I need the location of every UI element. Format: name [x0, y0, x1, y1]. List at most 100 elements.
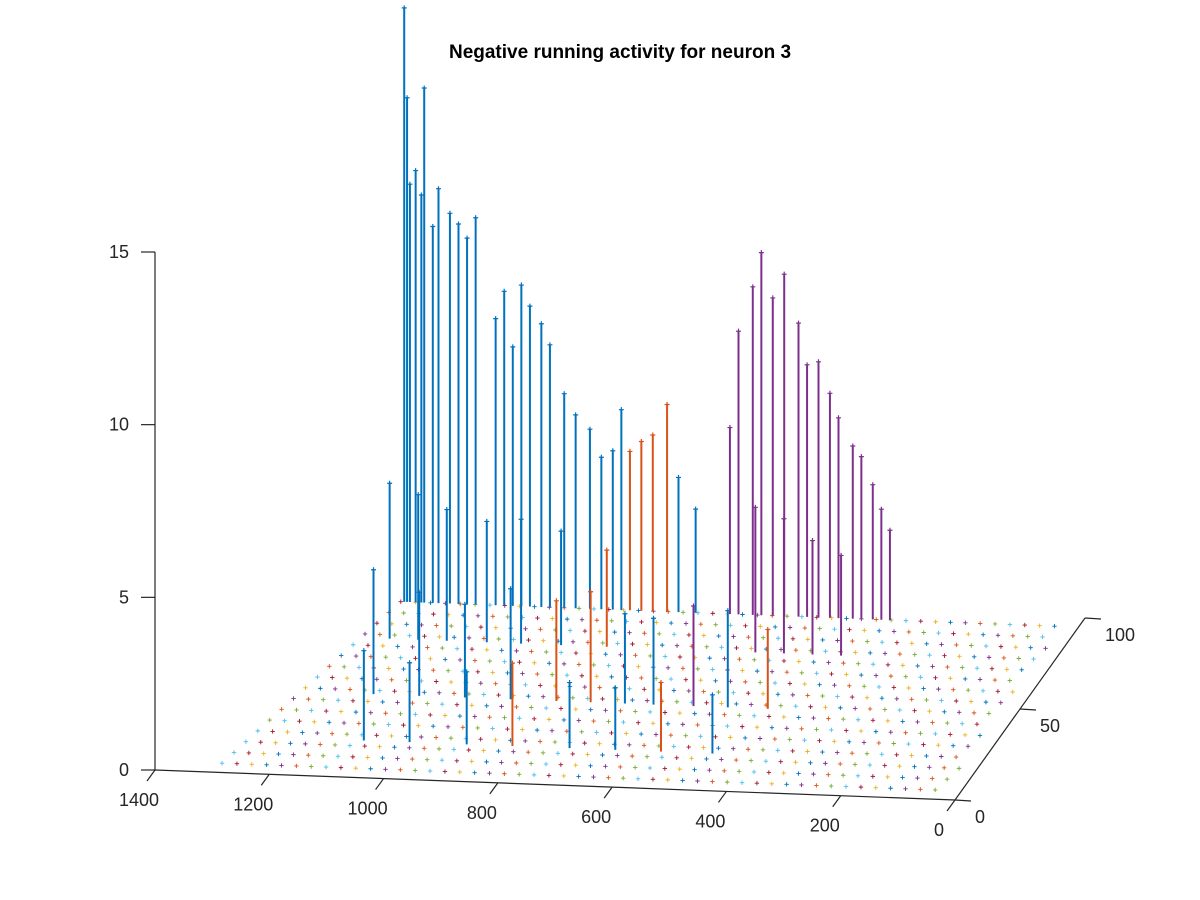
- baseline-marker: [855, 773, 861, 779]
- baseline-marker: [526, 693, 531, 699]
- baseline-marker: [424, 757, 430, 762]
- baseline-marker: [330, 675, 335, 680]
- baseline-marker: [365, 755, 370, 760]
- baseline-marker: [585, 696, 590, 701]
- baseline-marker: [888, 673, 894, 679]
- baseline-marker: [657, 631, 662, 637]
- baseline-marker: [817, 682, 822, 687]
- baseline-marker: [844, 672, 849, 677]
- baseline-marker: [457, 657, 463, 663]
- baseline-marker: [457, 713, 463, 719]
- baseline-marker: [954, 642, 959, 648]
- baseline-marker: [811, 715, 816, 721]
- baseline-marker: [368, 766, 373, 771]
- baseline-marker: [716, 745, 721, 751]
- baseline-marker: [826, 716, 831, 721]
- baseline-marker: [757, 680, 763, 685]
- baseline-marker: [231, 750, 237, 755]
- baseline-marker: [751, 713, 757, 719]
- baseline-marker: [829, 615, 834, 621]
- stem-marker: [387, 480, 393, 486]
- baseline-marker: [775, 636, 781, 641]
- baseline-marker: [606, 663, 611, 668]
- baseline-marker: [662, 710, 668, 715]
- baseline-marker: [974, 722, 980, 727]
- stem-marker: [887, 527, 893, 533]
- baseline-marker: [327, 664, 332, 669]
- baseline-marker: [588, 763, 593, 768]
- stem-marker: [464, 669, 470, 675]
- baseline-marker: [939, 754, 944, 759]
- baseline-marker: [642, 631, 647, 636]
- baseline-marker: [377, 688, 382, 693]
- baseline-marker: [998, 644, 1004, 649]
- baseline-marker: [665, 721, 671, 727]
- baseline-marker: [434, 679, 439, 684]
- baseline-marker: [246, 750, 252, 756]
- z-tick-label: 15: [109, 242, 129, 262]
- baseline-marker: [629, 753, 635, 759]
- stem-marker: [553, 598, 559, 604]
- baseline-marker: [627, 686, 632, 691]
- baseline-marker: [531, 772, 537, 778]
- baseline-marker: [956, 766, 962, 771]
- baseline-marker: [469, 759, 474, 764]
- baseline-marker: [915, 663, 920, 669]
- stem-marker: [604, 547, 610, 553]
- baseline-marker: [956, 710, 962, 715]
- baseline-marker: [710, 611, 715, 616]
- x-tick-mark: [260, 773, 270, 786]
- baseline-marker: [704, 644, 709, 649]
- baseline-marker: [740, 612, 745, 617]
- baseline-marker: [659, 642, 665, 648]
- baseline-marker: [1028, 645, 1033, 650]
- baseline-marker: [653, 676, 659, 681]
- baseline-marker: [458, 601, 463, 607]
- baseline-marker: [647, 765, 653, 771]
- z-tick-label: 5: [119, 587, 129, 607]
- baseline-marker: [772, 624, 778, 630]
- baseline-marker: [969, 643, 974, 648]
- baseline-marker: [740, 668, 745, 673]
- stem-marker: [538, 321, 544, 327]
- baseline-marker: [811, 659, 816, 665]
- baseline-marker: [454, 646, 460, 651]
- baseline-marker: [579, 617, 585, 622]
- baseline-marker: [347, 743, 353, 748]
- baseline-marker: [680, 666, 686, 671]
- baseline-marker: [487, 771, 492, 776]
- stem-marker: [627, 448, 633, 454]
- stem-marker: [421, 85, 427, 91]
- baseline-marker: [615, 641, 620, 646]
- baseline-marker: [407, 633, 412, 638]
- chart-title: Negative running activity for neuron 3: [449, 42, 791, 63]
- baseline-marker: [748, 702, 754, 707]
- baseline-marker: [826, 660, 831, 665]
- baseline-marker: [493, 625, 499, 630]
- stem-marker: [836, 415, 841, 421]
- baseline-marker: [645, 642, 650, 647]
- baseline-marker: [594, 730, 599, 735]
- baseline-marker: [636, 664, 641, 669]
- baseline-marker: [451, 635, 457, 640]
- baseline-marker: [436, 746, 442, 752]
- baseline-marker: [434, 623, 439, 628]
- baseline-marker: [547, 661, 552, 666]
- baseline-marker: [591, 774, 596, 780]
- baseline-marker: [437, 634, 442, 639]
- baseline-marker: [757, 736, 763, 741]
- baseline-marker: [992, 621, 998, 627]
- baseline-marker: [1010, 689, 1015, 695]
- x-tick-mark: [946, 799, 956, 812]
- baseline-marker: [781, 714, 787, 720]
- baseline-marker: [329, 731, 335, 736]
- baseline-marker: [517, 660, 522, 665]
- baseline-marker: [496, 748, 501, 754]
- x-axis-line: [154, 769, 956, 801]
- baseline-marker: [538, 683, 543, 688]
- baseline-marker: [918, 731, 923, 736]
- baseline-marker: [728, 679, 733, 684]
- baseline-marker: [951, 687, 956, 692]
- baseline-marker: [766, 714, 772, 719]
- baseline-marker: [968, 699, 974, 704]
